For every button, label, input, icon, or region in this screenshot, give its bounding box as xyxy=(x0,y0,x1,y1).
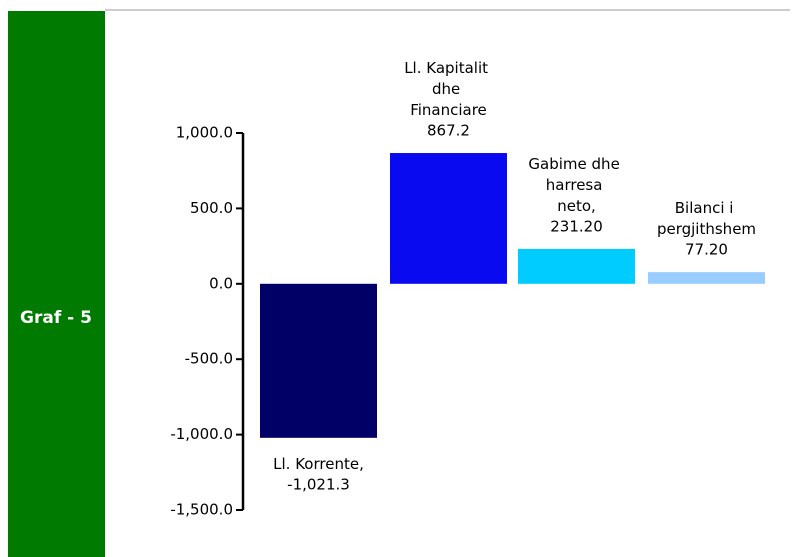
category-label: Bilanci i pergjithshem xyxy=(657,199,756,238)
bar xyxy=(518,248,635,284)
bar xyxy=(648,272,765,284)
y-tick-label: -500.0 xyxy=(185,350,233,368)
y-tick-label: -1,500.0 xyxy=(170,501,233,519)
value-label: -1,021.3 xyxy=(287,475,350,493)
sidebar-label: Graf - 5 xyxy=(20,308,92,328)
y-tick-label: 500.0 xyxy=(190,199,233,217)
value-label: 231.20 xyxy=(550,217,603,235)
y-tick-label: 0.0 xyxy=(209,274,233,292)
y-tick-label: -1,000.0 xyxy=(170,425,233,443)
category-label: Ll. Korrente, xyxy=(273,454,364,472)
sidebar xyxy=(8,11,105,557)
y-tick-label: 1,000.0 xyxy=(176,124,233,142)
category-label: Ll. Kapitalit dhe Financiare xyxy=(404,59,493,119)
bar xyxy=(260,283,377,438)
bar xyxy=(390,153,507,284)
category-label: Gabime dhe harresa neto, xyxy=(528,154,624,214)
value-label: 867.2 xyxy=(427,122,470,140)
value-label: 77.20 xyxy=(685,241,728,259)
